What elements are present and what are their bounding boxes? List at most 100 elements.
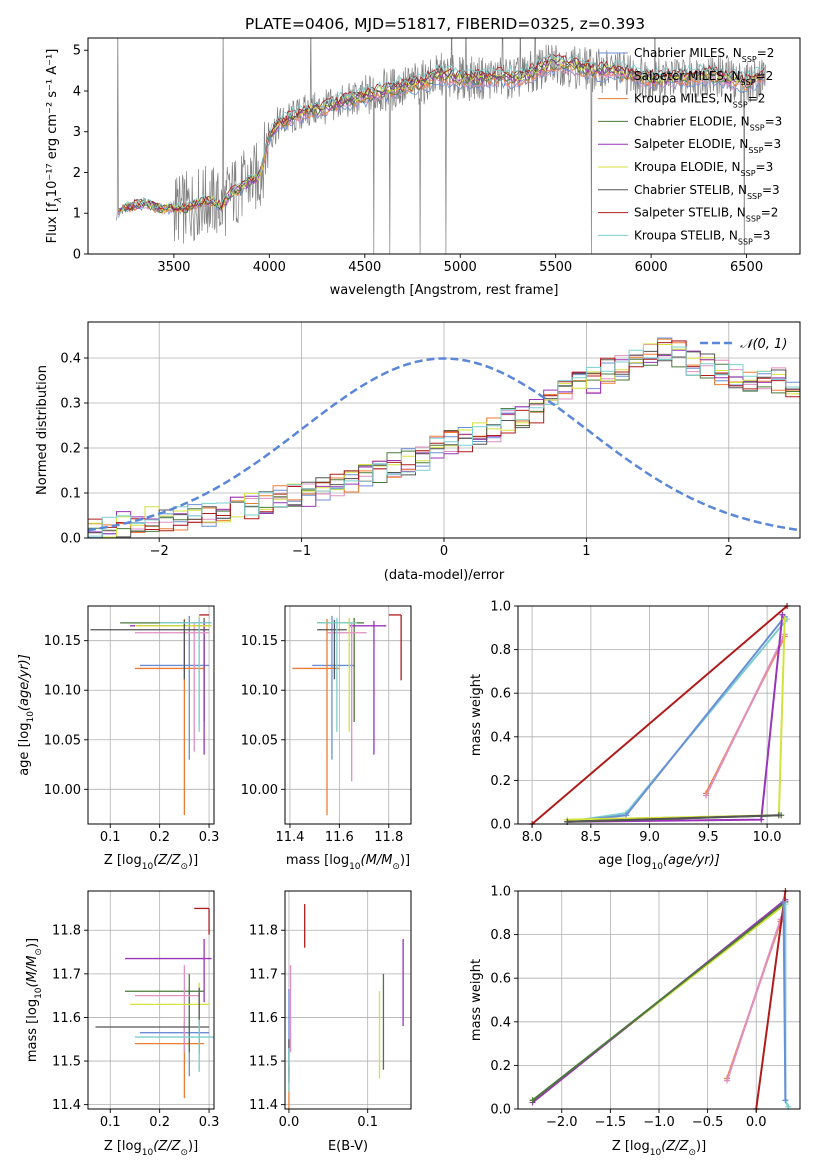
legend-text: Chabrier ELODIE, N (634, 114, 750, 128)
x-axis-label: Z [log10(Z/Z⊙)] (612, 1139, 706, 1158)
legend-entry: 𝒩(0, 1) (740, 337, 787, 352)
y-tick-label: 0.2 (490, 774, 511, 789)
histogram-step (88, 343, 800, 538)
y-axis-label-part: )] (25, 938, 40, 948)
x-tick-label: 0.1 (100, 1115, 121, 1130)
y-tick-label: 0.3 (60, 397, 81, 412)
legend-subscript: SSP (741, 77, 756, 86)
model-spectrum-line (118, 66, 765, 218)
axes-frame (87, 890, 215, 1110)
y-tick-label: 11.5 (249, 1055, 278, 1070)
x-axis-label-part: (age/yr)] (663, 853, 720, 868)
histogram-step (88, 340, 800, 538)
weight-line (726, 918, 782, 1082)
age-vs-mass-panel: 11.4 11.6 11.8 10.00 10.05 10.10 10.15 mass [lo… (241, 605, 412, 872)
y-axis-label-part: age [log (17, 723, 32, 776)
y-axis-label-part: mass weight (469, 959, 484, 1041)
weight-line (567, 619, 786, 821)
axes-frame (284, 605, 412, 825)
mass-vs-metallicity-panel: 0.1 0.2 0.311.411.511.611.711.8Z [log10(Z/… (25, 890, 220, 1158)
y-tick-label: 1.0 (490, 600, 511, 615)
weight-marker (529, 1097, 536, 1104)
y-tick-label: 0.4 (60, 352, 81, 367)
y-axis-label-part: 10 (34, 987, 44, 999)
x-tick-label: 0.3 (199, 830, 220, 845)
weight-line (531, 901, 787, 1102)
x-axis-label: age [log10(age/yr)] (598, 853, 720, 872)
y-axis-label: Normed distribution (35, 365, 50, 495)
legend-text: Kroupa ELODIE, N (634, 160, 741, 174)
axes-frame (284, 890, 412, 1110)
y-tick-label: 11.8 (52, 924, 81, 939)
legend-entry: Kroupa STELIB, NSSP=3 (634, 228, 771, 246)
legend-tail: =2 (757, 46, 775, 60)
legend-text: Salpeter MILES, N (634, 69, 741, 83)
y-tick-label: 0.2 (60, 442, 81, 457)
model-spectrum-line (118, 55, 765, 211)
y-tick-label: 11.7 (52, 967, 81, 982)
legend-text: Kroupa MILES, N (634, 92, 733, 106)
y-tick-label: 11.4 (249, 1098, 278, 1113)
legend-tail: =2 (761, 206, 779, 220)
y-tick-label: 0.6 (490, 687, 511, 702)
x-axis-label: (data-model)/error (384, 568, 505, 583)
y-tick-label: 11.5 (52, 1055, 81, 1070)
x-axis-label-part: ⊙ (392, 862, 400, 872)
weight-line (755, 890, 787, 1110)
x-axis-label-part: 10 (650, 1148, 662, 1158)
mass-vs-reddening-panel: 0.0 0.1 11.4 11.5 11.6 11.7 11.8 E(B-V) (249, 890, 412, 1154)
x-axis-label-part: age [log (598, 853, 651, 868)
x-axis-label-part: )] (188, 1139, 198, 1154)
legend-subscript: SSP (747, 191, 762, 200)
y-tick-label: 11.4 (52, 1098, 81, 1113)
y-axis-label-part: Flux [f (45, 202, 60, 243)
y-axis-label-part: mass [log (25, 999, 40, 1062)
x-tick-label: 0.3 (199, 1115, 220, 1130)
weight-marker (781, 616, 788, 623)
x-tick-label: 8.0 (522, 830, 543, 845)
x-axis-label-part: (Z/Z (153, 1139, 181, 1154)
x-tick-label: 5000 (444, 260, 477, 275)
weight-line (567, 814, 779, 823)
x-axis-label: Z [log10(Z/Z⊙)] (104, 1139, 198, 1158)
x-axis-label-part: Z [log (104, 853, 142, 868)
weight-marker (780, 898, 787, 905)
x-axis-label-part: 10 (142, 1148, 154, 1158)
y-axis-label: mass [log10(M/M⊙)] (25, 938, 44, 1062)
x-axis-label-part: mass [log (286, 853, 349, 868)
y-tick-label: 10.15 (44, 634, 81, 649)
x-tick-label: 5500 (539, 260, 572, 275)
y-tick-label: 5 (73, 44, 81, 59)
legend-text: Chabrier MILES, N (634, 46, 742, 60)
x-tick-label: 9.0 (639, 830, 660, 845)
legend-entry: Kroupa ELODIE, NSSP=3 (634, 160, 773, 178)
x-axis-label-part: E(B-V) (328, 1139, 368, 1154)
y-tick-label: 11.7 (249, 967, 278, 982)
y-tick-label: 0.0 (490, 1103, 511, 1118)
axes-frame (517, 605, 801, 825)
weight-marker (623, 812, 630, 819)
weight-line (705, 633, 786, 797)
y-axis-label-part: (age/yr)] (17, 654, 32, 711)
histogram-step (88, 350, 800, 538)
x-tick-label: 0.0 (746, 1115, 767, 1130)
histogram-step (88, 349, 800, 538)
y-tick-label: 0.8 (490, 928, 511, 943)
observed-spectrum-line (116, 38, 766, 254)
y-tick-label: 0.0 (490, 818, 511, 833)
x-tick-label: 8.5 (581, 830, 602, 845)
y-tick-label: 0.2 (490, 1059, 511, 1074)
x-axis-label-part: 10 (651, 862, 663, 872)
x-tick-label: 0.0 (279, 1115, 300, 1130)
legend-text: Kroupa STELIB, N (634, 228, 738, 242)
x-tick-label: −0.5 (692, 1115, 724, 1130)
weight-marker (775, 812, 782, 819)
x-axis-label: mass [log10(M/M⊙)] (286, 853, 410, 872)
legend-tail: =3 (765, 114, 783, 128)
y-tick-label: 11.8 (249, 924, 278, 939)
y-tick-label: 1.0 (490, 885, 511, 900)
legend-entry: Kroupa MILES, NSSP=2 (634, 92, 765, 110)
histogram-step (88, 340, 800, 538)
x-tick-label: 11.6 (325, 830, 354, 845)
